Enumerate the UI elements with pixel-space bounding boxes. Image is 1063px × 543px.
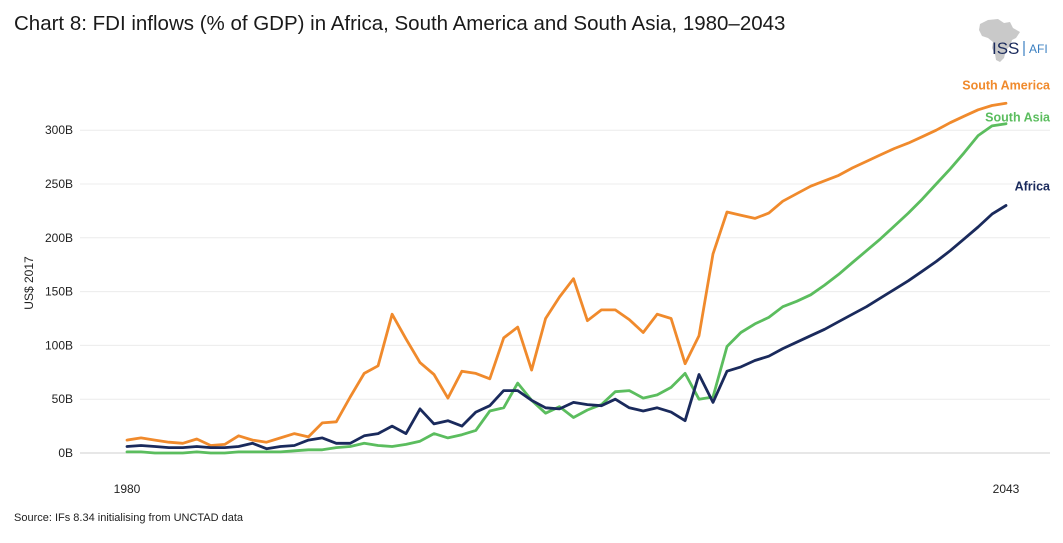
source-note: Source: IFs 8.34 initialising from UNCTA…	[14, 512, 244, 524]
africa-map-icon: ISS AFI	[979, 19, 1048, 62]
x-axis-ticks: 1980 2043	[114, 482, 1020, 496]
chart-title: Chart 8: FDI inflows (% of GDP) in Afric…	[14, 12, 786, 35]
series-line-south-america	[125, 101, 1008, 447]
y-tick-label: 100B	[45, 338, 73, 352]
x-tick-label: 1980	[114, 482, 141, 496]
y-tick-label: 0B	[58, 446, 73, 460]
series-labels: South America South Asia Africa	[962, 78, 1051, 193]
iss-afi-logo: ISS AFI	[976, 16, 1060, 72]
series-label-south-asia: South Asia	[985, 111, 1051, 125]
series-lines	[125, 101, 1008, 455]
y-tick-label: 300B	[45, 123, 73, 137]
y-tick-label: 50B	[52, 392, 73, 406]
y-tick-label: 150B	[45, 285, 73, 299]
y-tick-label: 250B	[45, 177, 73, 191]
x-tick-label: 2043	[993, 482, 1020, 496]
series-line-africa	[125, 204, 1008, 451]
gridlines	[80, 129, 1050, 454]
series-label-africa: Africa	[1015, 180, 1051, 194]
series-line-south-asia	[125, 122, 1008, 455]
y-axis-label: US$ 2017	[22, 256, 36, 310]
series-label-south-america: South America	[962, 78, 1051, 92]
logo-secondary-text: AFI	[1029, 42, 1048, 56]
y-tick-label: 200B	[45, 231, 73, 245]
logo-primary-text: ISS	[992, 39, 1019, 58]
y-axis-ticks: 0B 50B 100B 150B 200B 250B 300B	[45, 123, 73, 460]
chart-area: 0B 50B 100B 150B 200B 250B 300B 1980 2043 South…	[22, 78, 1051, 496]
